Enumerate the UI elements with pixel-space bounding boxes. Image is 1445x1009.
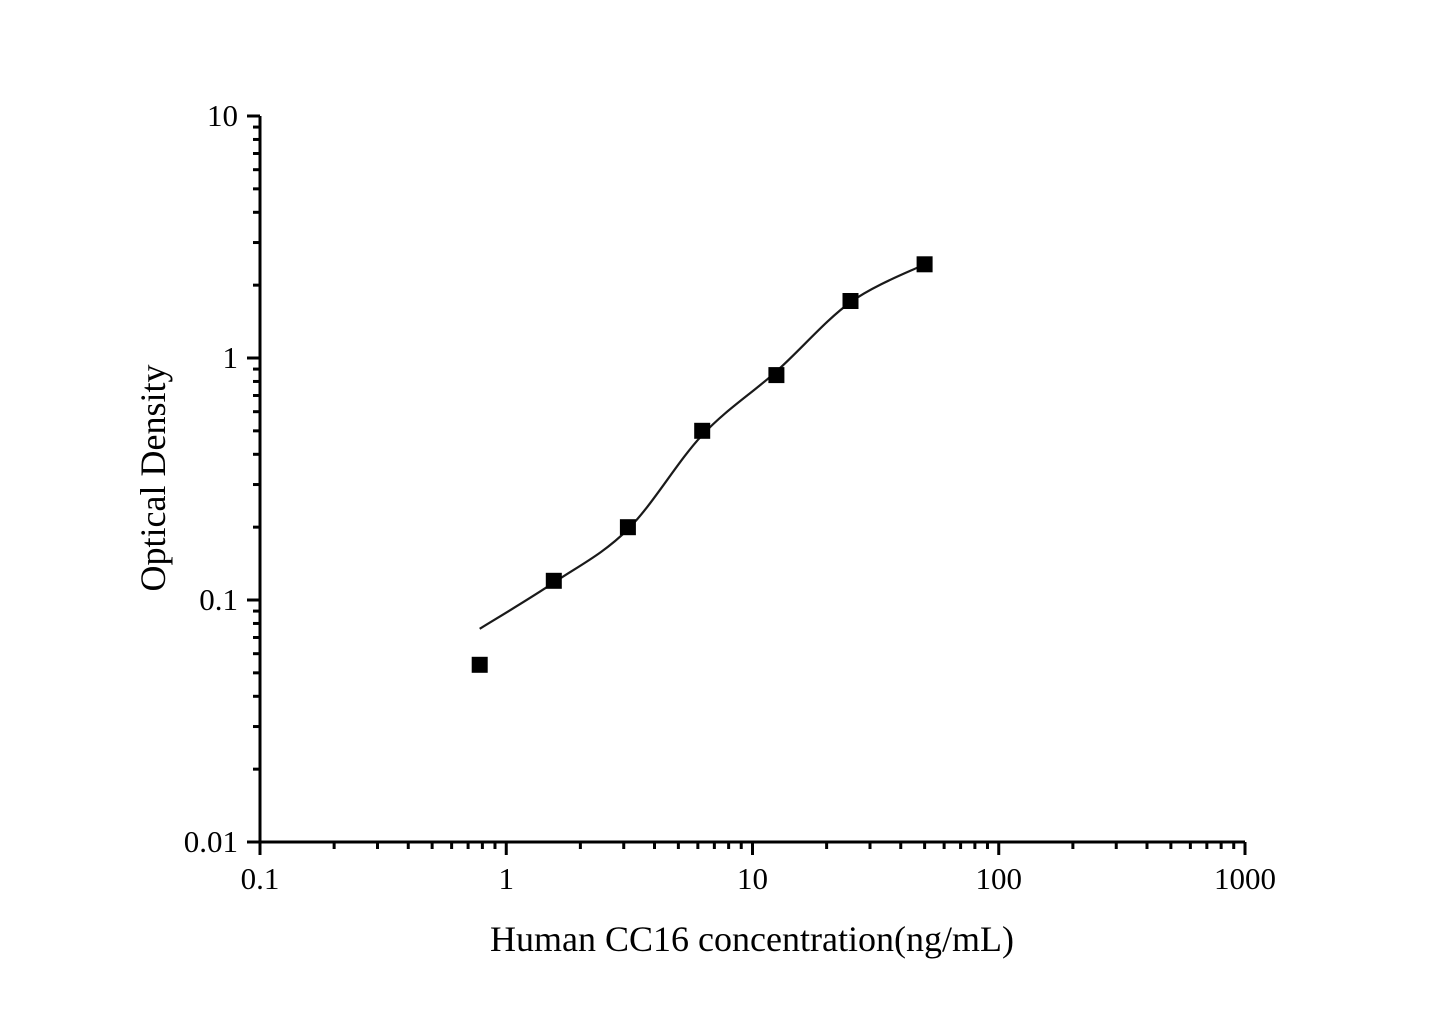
x-tick-label: 0.1	[241, 861, 280, 896]
data-point-marker	[471, 656, 488, 673]
axis-spines	[258, 116, 1245, 844]
y-tick-label: 1	[223, 340, 239, 375]
x-axis-title: Human CC16 concentration(ng/mL)	[490, 919, 1014, 959]
data-point-marker	[768, 367, 785, 384]
data-point-marker	[619, 519, 636, 536]
x-tick-label: 1	[499, 861, 515, 896]
axis-ticks	[247, 114, 1247, 855]
data-point-marker	[916, 256, 933, 273]
y-tick-label: 10	[207, 98, 238, 133]
x-tick-label: 100	[976, 861, 1023, 896]
x-tick-label: 10	[737, 861, 768, 896]
data-point-marker	[545, 572, 562, 589]
data-points	[471, 256, 933, 673]
data-point-marker	[842, 293, 859, 309]
y-axis-title: Optical Density	[133, 365, 173, 592]
x-tick-label: 1000	[1214, 861, 1276, 896]
data-point-marker	[694, 422, 711, 439]
y-tick-label: 0.1	[199, 582, 238, 617]
axes	[258, 116, 1245, 844]
y-tick-label: 0.01	[184, 824, 238, 859]
